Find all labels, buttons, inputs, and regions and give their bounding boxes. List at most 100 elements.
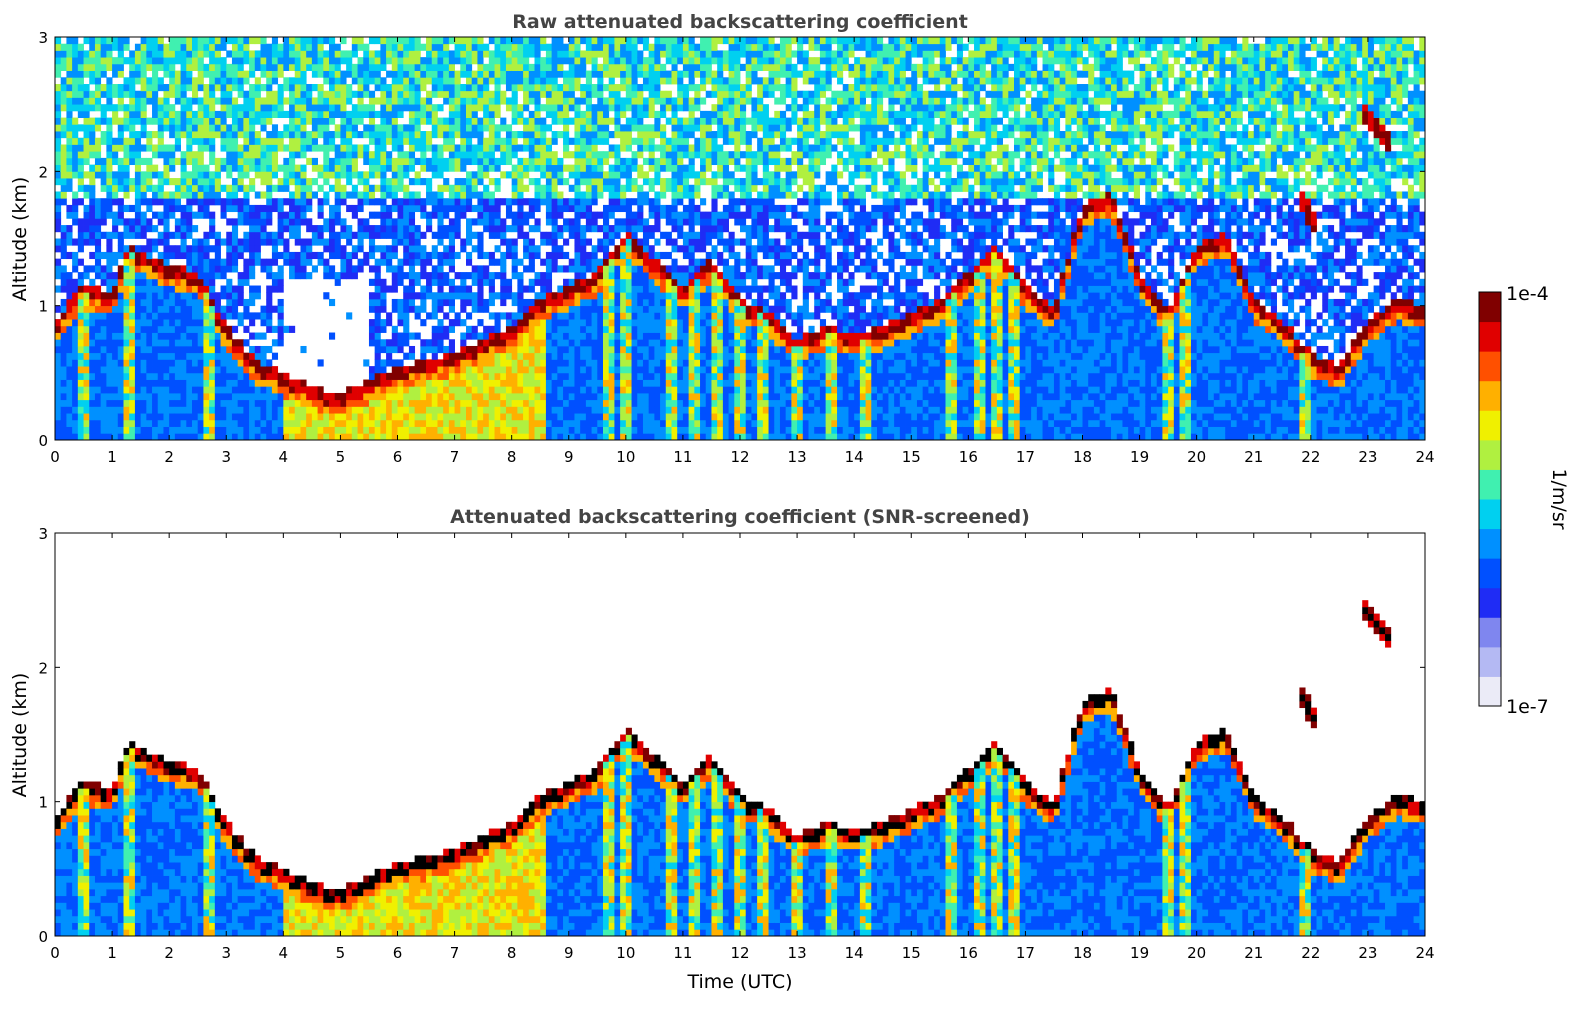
heatmap-cell: [346, 419, 353, 427]
heatmap-cell: [614, 292, 621, 300]
heatmap-cell: [100, 231, 107, 239]
heatmap-cell: [391, 178, 398, 186]
heatmap-cell: [545, 43, 553, 51]
heatmap-cell: [528, 157, 535, 166]
heatmap-cell: [511, 379, 518, 387]
heatmap-cell: [523, 298, 530, 307]
heatmap-cell: [574, 272, 581, 280]
heatmap-cell: [192, 37, 199, 45]
heatmap-cell: [591, 57, 598, 65]
heatmap-cell: [386, 406, 393, 414]
heatmap-cell: [203, 312, 210, 320]
heatmap-cell: [597, 352, 604, 360]
heatmap-cell: [363, 171, 370, 179]
heatmap-cell: [574, 63, 581, 71]
heatmap-cell: [163, 191, 170, 199]
heatmap-cell: [94, 171, 102, 179]
heatmap-cell: [129, 137, 136, 145]
heatmap-cell: [620, 110, 627, 118]
heatmap-cell: [603, 157, 610, 166]
heatmap-cell: [209, 104, 216, 112]
heatmap-cell: [391, 413, 398, 421]
heatmap-cell: [283, 251, 290, 260]
heatmap-cell: [625, 298, 632, 307]
heatmap-cell: [448, 372, 455, 380]
heatmap-cell: [243, 151, 250, 159]
heatmap-cell: [231, 151, 239, 159]
heatmap-cell: [123, 332, 130, 340]
heatmap-cell: [55, 63, 62, 71]
heatmap-cell: [437, 413, 444, 421]
heatmap-cell: [146, 285, 153, 293]
heatmap-cell: [271, 97, 279, 105]
heatmap-cell: [597, 164, 604, 172]
heatmap-cell: [494, 379, 501, 387]
heatmap-cell: [471, 37, 478, 45]
heatmap-cell: [580, 171, 587, 179]
heatmap-cell: [448, 231, 455, 239]
heatmap-cell: [277, 218, 284, 226]
heatmap-cell: [551, 178, 558, 186]
heatmap-cell: [545, 63, 553, 71]
heatmap-cell: [528, 131, 535, 139]
heatmap-cell: [551, 151, 558, 159]
heatmap-cell: [157, 339, 164, 347]
heatmap-cell: [397, 171, 404, 179]
heatmap-cell: [209, 184, 216, 192]
heatmap-cell: [300, 265, 307, 273]
heatmap-cell: [329, 184, 336, 192]
heatmap-cell: [277, 339, 284, 347]
heatmap-cell: [363, 198, 370, 206]
heatmap-cell: [403, 225, 410, 233]
heatmap-cell: [317, 392, 324, 401]
heatmap-cell: [300, 272, 307, 280]
heatmap-cell: [214, 272, 221, 280]
heatmap-cell: [237, 345, 244, 354]
heatmap-cell: [620, 144, 627, 152]
heatmap-cell: [380, 359, 387, 367]
heatmap-cell: [517, 63, 524, 71]
heatmap-cell: [294, 204, 301, 213]
heatmap-cell: [517, 171, 524, 179]
heatmap-cell: [505, 225, 513, 233]
heatmap-cell: [112, 386, 119, 394]
heatmap-cell: [209, 325, 216, 333]
heatmap-cell: [574, 352, 581, 360]
heatmap-cell: [323, 178, 330, 186]
heatmap-cell: [614, 352, 621, 360]
heatmap-cell: [454, 37, 461, 45]
heatmap-cell: [243, 171, 250, 179]
heatmap-cell: [585, 50, 592, 58]
heatmap-cell: [220, 426, 227, 434]
heatmap-cell: [528, 399, 535, 407]
heatmap-cell: [334, 399, 341, 407]
heatmap-cell: [437, 63, 444, 71]
heatmap-cell: [174, 218, 181, 226]
heatmap-cell: [55, 285, 62, 293]
heatmap-cell: [603, 345, 610, 354]
heatmap-cell: [66, 231, 73, 239]
heatmap-cell: [249, 204, 256, 213]
heatmap-cell: [254, 77, 261, 85]
heatmap-cell: [157, 144, 164, 152]
heatmap-cell: [277, 70, 284, 78]
heatmap-cell: [83, 124, 90, 132]
heatmap-cell: [123, 319, 130, 327]
heatmap-cell: [220, 379, 227, 387]
heatmap-cell: [89, 332, 96, 340]
heatmap-cell: [306, 191, 313, 199]
heatmap-cell: [374, 278, 381, 286]
heatmap-cell: [443, 164, 450, 172]
heatmap-cell: [517, 117, 524, 125]
heatmap-cell: [374, 292, 381, 300]
heatmap-cell: [488, 50, 495, 58]
heatmap-cell: [528, 77, 535, 85]
heatmap-cell: [254, 332, 261, 340]
heatmap-cell: [117, 117, 124, 125]
heatmap-cell: [55, 178, 62, 186]
heatmap-cell: [220, 97, 227, 105]
heatmap-cell: [517, 178, 524, 186]
heatmap-cell: [289, 110, 296, 118]
heatmap-cell: [614, 413, 621, 421]
heatmap-cell: [249, 110, 256, 118]
